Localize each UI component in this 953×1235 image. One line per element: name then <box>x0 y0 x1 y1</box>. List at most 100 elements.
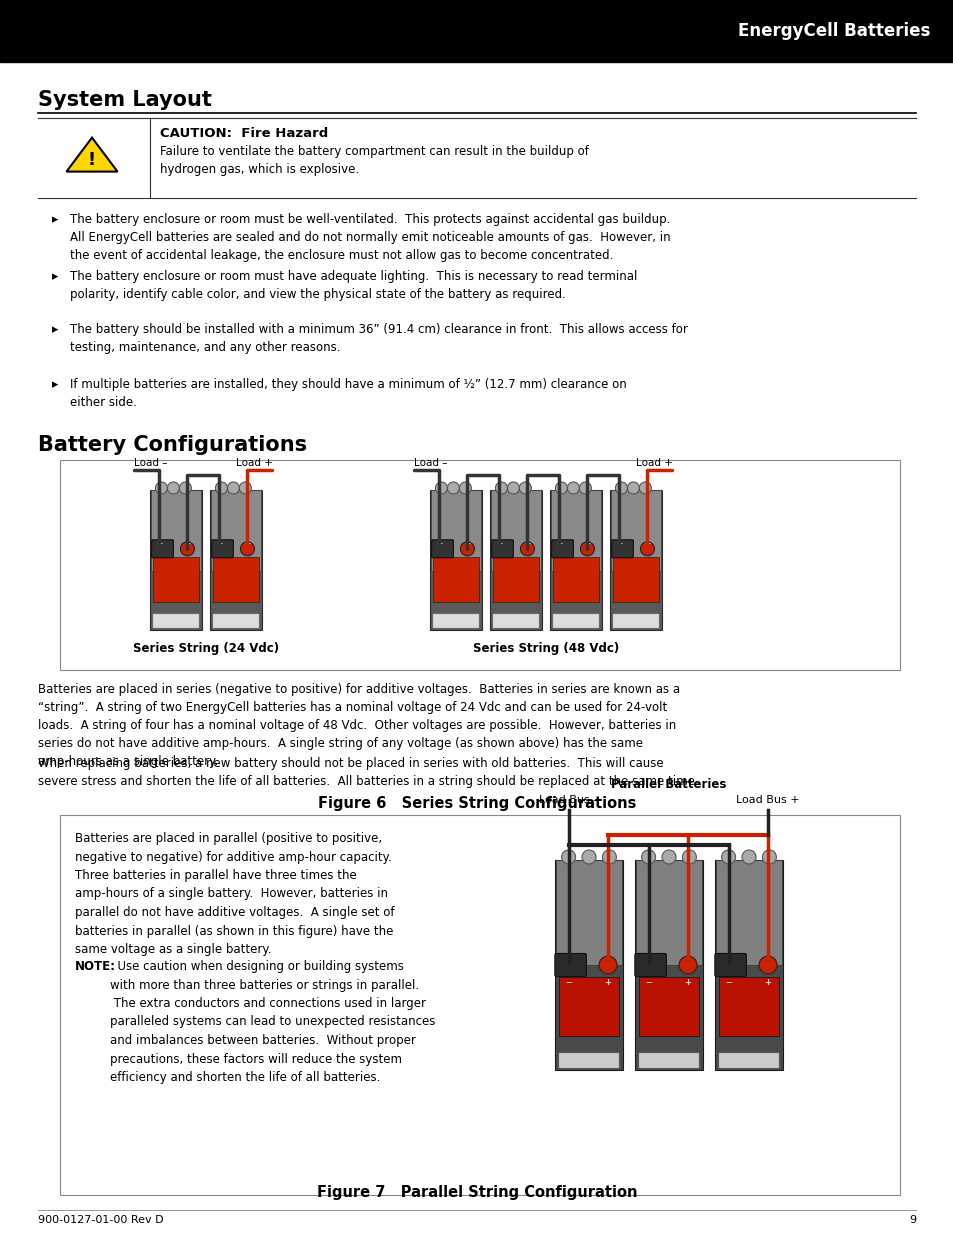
Text: −: − <box>616 538 622 548</box>
Bar <box>493 557 538 601</box>
Bar <box>635 860 702 1070</box>
Bar <box>555 860 622 1070</box>
Circle shape <box>520 542 534 556</box>
Bar <box>211 490 261 572</box>
Circle shape <box>180 542 194 556</box>
Circle shape <box>639 542 654 556</box>
Text: Load +: Load + <box>235 458 273 468</box>
Text: Failure to ventilate the battery compartment can result in the buildup of
hydrog: Failure to ventilate the battery compart… <box>160 144 588 177</box>
Text: Load –: Load – <box>134 458 168 468</box>
Circle shape <box>239 482 251 494</box>
Text: +: + <box>524 538 530 548</box>
Circle shape <box>627 482 639 494</box>
Text: ▸: ▸ <box>52 324 58 336</box>
Text: When replacing batteries, a new battery should not be placed in series with old : When replacing batteries, a new battery … <box>38 757 698 788</box>
Bar <box>556 860 621 965</box>
Text: −: − <box>564 978 572 987</box>
Circle shape <box>435 482 447 494</box>
Circle shape <box>155 482 168 494</box>
Bar <box>433 557 478 601</box>
Bar <box>490 490 541 630</box>
FancyBboxPatch shape <box>611 540 633 558</box>
Text: The battery enclosure or room must have adequate lighting.  This is necessary to: The battery enclosure or room must have … <box>70 270 637 301</box>
Text: The battery enclosure or room must be well-ventilated.  This protects against ac: The battery enclosure or room must be we… <box>70 212 670 262</box>
Bar <box>430 490 481 630</box>
Text: Battery Configurations: Battery Configurations <box>38 435 307 454</box>
Text: The battery should be installed with a minimum 36” (91.4 cm) clearance in front.: The battery should be installed with a m… <box>70 324 687 354</box>
Circle shape <box>179 482 192 494</box>
Bar <box>60 459 899 671</box>
Bar <box>636 860 701 965</box>
Bar <box>0 0 953 62</box>
Bar <box>558 1053 618 1068</box>
Text: ▸: ▸ <box>52 270 58 283</box>
Text: Series String (48 Vdc): Series String (48 Vdc) <box>473 642 618 655</box>
Text: −: − <box>644 978 652 987</box>
Text: NOTE:: NOTE: <box>75 960 116 973</box>
FancyBboxPatch shape <box>431 540 453 558</box>
FancyBboxPatch shape <box>634 953 666 977</box>
Bar <box>609 490 661 630</box>
Bar <box>716 860 781 965</box>
Circle shape <box>447 482 459 494</box>
Circle shape <box>167 482 179 494</box>
Bar <box>431 490 480 572</box>
Bar <box>151 490 201 572</box>
FancyBboxPatch shape <box>714 953 745 977</box>
Text: Figure 6   Series String Configurations: Figure 6 Series String Configurations <box>317 797 636 811</box>
Bar <box>553 557 598 601</box>
Circle shape <box>227 482 239 494</box>
FancyBboxPatch shape <box>152 540 173 558</box>
Bar <box>213 614 258 629</box>
Bar <box>433 614 478 629</box>
Bar <box>553 614 598 629</box>
Text: Use caution when designing or building systems
with more than three batteries or: Use caution when designing or building s… <box>110 960 435 1084</box>
Circle shape <box>615 482 627 494</box>
Bar <box>152 557 199 601</box>
Circle shape <box>567 482 578 494</box>
Text: Figure 7   Parallel String Configuration: Figure 7 Parallel String Configuration <box>316 1186 637 1200</box>
Text: +: + <box>464 538 470 548</box>
Text: Load Bus +: Load Bus + <box>736 795 799 805</box>
Circle shape <box>507 482 518 494</box>
Bar <box>213 557 258 601</box>
Text: +: + <box>763 978 771 987</box>
Text: Parallel Batteries: Parallel Batteries <box>610 778 725 790</box>
Text: +: + <box>184 538 191 548</box>
Circle shape <box>598 956 617 974</box>
Text: Load –: Load – <box>414 458 447 468</box>
Circle shape <box>460 542 474 556</box>
Text: −: − <box>556 538 562 548</box>
FancyBboxPatch shape <box>551 540 573 558</box>
Bar <box>60 815 899 1195</box>
Text: −: − <box>216 538 222 548</box>
Circle shape <box>679 956 697 974</box>
Circle shape <box>661 850 676 864</box>
Circle shape <box>578 482 591 494</box>
Circle shape <box>579 542 594 556</box>
Circle shape <box>681 850 696 864</box>
Circle shape <box>459 482 471 494</box>
Circle shape <box>639 482 651 494</box>
Text: −: − <box>436 538 442 548</box>
Bar <box>639 1053 699 1068</box>
Bar <box>493 614 538 629</box>
Circle shape <box>741 850 755 864</box>
Text: Batteries are placed in parallel (positive to positive,
negative to negative) fo: Batteries are placed in parallel (positi… <box>75 832 395 956</box>
Bar <box>613 614 659 629</box>
Bar <box>491 490 540 572</box>
Circle shape <box>641 850 655 864</box>
Text: −: − <box>724 978 731 987</box>
Circle shape <box>215 482 227 494</box>
Bar <box>210 490 262 630</box>
Text: 9: 9 <box>908 1215 915 1225</box>
Bar <box>550 490 601 630</box>
Text: System Layout: System Layout <box>38 90 212 110</box>
Bar <box>150 490 202 630</box>
Circle shape <box>581 850 596 864</box>
Text: CAUTION:  Fire Hazard: CAUTION: Fire Hazard <box>160 127 328 140</box>
Text: Load Bus –: Load Bus – <box>538 795 598 805</box>
Circle shape <box>518 482 531 494</box>
Text: Series String (24 Vdc): Series String (24 Vdc) <box>132 642 279 655</box>
Text: Load +: Load + <box>635 458 672 468</box>
